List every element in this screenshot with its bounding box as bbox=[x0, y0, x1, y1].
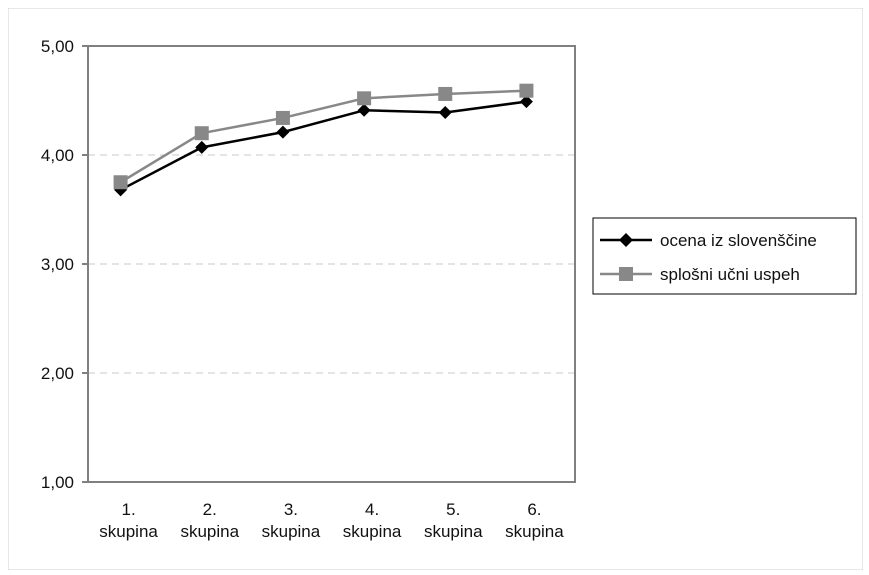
y-tick-label-3: 4,00 bbox=[41, 146, 74, 165]
legend-label-splosni: splošni učni uspeh bbox=[660, 265, 800, 284]
x-tick-label-3: 3. skupina bbox=[262, 500, 321, 541]
data-point-square-2 bbox=[194, 126, 209, 141]
legend-label-ocena: ocena iz slovenščine bbox=[660, 231, 817, 250]
data-point-square-4 bbox=[357, 91, 372, 106]
x-tick-label-line: skupina bbox=[262, 522, 321, 541]
data-point-diamond-2 bbox=[195, 140, 209, 154]
data-point-square-6 bbox=[519, 83, 534, 98]
legend-entry-splosni-ucni-uspeh: splošni učni uspeh bbox=[600, 265, 800, 284]
legend-square-marker bbox=[619, 267, 633, 281]
series-line-1 bbox=[119, 89, 527, 184]
x-tick-label-line: skupina bbox=[99, 522, 158, 541]
x-tick-label-2: 2. skupina bbox=[180, 500, 239, 541]
y-axis-ticks: 1,00 2,00 3,00 4,00 5,00 bbox=[41, 37, 88, 492]
y-tick-label-0: 1,00 bbox=[41, 473, 74, 492]
x-tick-label-line: skupina bbox=[180, 522, 239, 541]
x-tick-label-line: 5. bbox=[446, 500, 460, 519]
y-tick-label-2: 3,00 bbox=[41, 255, 74, 274]
legend-box bbox=[592, 217, 857, 295]
x-tick-label-1: 1. skupina bbox=[99, 500, 158, 541]
data-point-diamond-5 bbox=[438, 105, 452, 119]
x-axis-ticks: 1. skupina 2. skupina 3. skupina 4. skupina 5. sk… bbox=[99, 500, 564, 541]
legend-diamond-marker bbox=[619, 233, 633, 247]
x-tick-label-line: skupina bbox=[343, 522, 402, 541]
y-tick-label-1: 2,00 bbox=[41, 364, 74, 383]
x-tick-label-5: 5. skupina bbox=[424, 500, 483, 541]
x-tick-label-line: 6. bbox=[527, 500, 541, 519]
legend: ocena iz slovenščine splošni učni uspeh bbox=[592, 217, 857, 295]
data-point-diamond-6 bbox=[519, 95, 533, 109]
x-tick-label-6: 6. skupina bbox=[505, 500, 564, 541]
x-tick-label-line: 3. bbox=[284, 500, 298, 519]
x-tick-label-line: skupina bbox=[505, 522, 564, 541]
data-point-diamond-3 bbox=[276, 125, 290, 139]
x-tick-label-line: 1. bbox=[121, 500, 135, 519]
series-lines bbox=[113, 83, 534, 197]
y-tick-label-4: 5,00 bbox=[41, 37, 74, 56]
x-tick-label-line: skupina bbox=[424, 522, 483, 541]
x-tick-label-line: 4. bbox=[365, 500, 379, 519]
data-point-square-5 bbox=[438, 86, 453, 101]
grid-lines bbox=[88, 154, 575, 374]
data-point-diamond-4 bbox=[357, 103, 371, 117]
data-point-square-3 bbox=[275, 110, 290, 125]
chart-area: 1,00 2,00 3,00 4,00 5,00 1. skupina 2. skupina 3… bbox=[7, 7, 864, 571]
x-tick-label-4: 4. skupina bbox=[343, 500, 402, 541]
series-line-0 bbox=[120, 100, 527, 191]
data-point-square-1 bbox=[113, 175, 128, 190]
x-tick-label-line: 2. bbox=[203, 500, 217, 519]
legend-entry-ocena-iz-slovenscine: ocena iz slovenščine bbox=[600, 231, 817, 250]
